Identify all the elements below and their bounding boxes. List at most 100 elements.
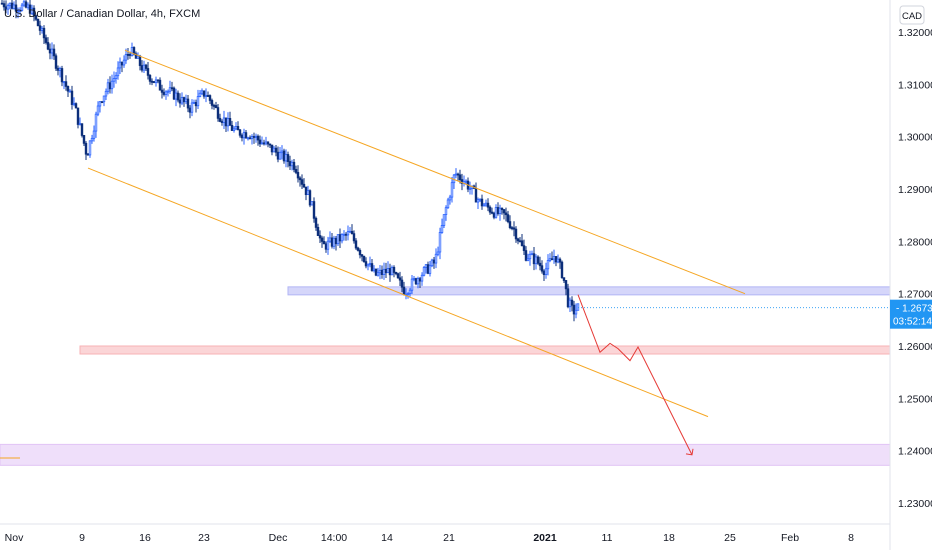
candle-body — [104, 90, 108, 97]
candle-body — [324, 243, 328, 250]
candle-body — [354, 240, 358, 249]
candle-body — [172, 87, 176, 100]
candle-body — [508, 221, 512, 229]
candle-body — [424, 264, 428, 268]
candle-body — [382, 268, 386, 275]
candle-body — [342, 233, 346, 236]
candle-body — [428, 265, 432, 274]
candle-body — [20, 4, 24, 11]
x-tick-label: 9 — [79, 532, 85, 544]
candle-body — [528, 253, 532, 260]
candle-body — [296, 172, 300, 179]
candle-body — [44, 37, 48, 43]
candle-body — [512, 227, 516, 230]
candle-body — [122, 59, 126, 66]
candle-body — [180, 97, 184, 104]
candle-body — [338, 234, 342, 242]
candle-body — [24, 1, 28, 8]
candle-body — [358, 250, 362, 256]
candle-body — [40, 27, 44, 31]
candle-body — [346, 231, 350, 236]
candle-body — [276, 151, 280, 160]
currency-button[interactable]: CAD — [902, 11, 922, 22]
x-tick-label: 21 — [443, 532, 455, 544]
candle-body — [552, 256, 556, 260]
candle-body — [270, 144, 274, 153]
y-tick-label: 1.32000 — [898, 27, 932, 39]
candle-body — [330, 237, 334, 247]
candle-body — [332, 237, 336, 247]
candle-body — [130, 47, 134, 56]
x-tick-label: 8 — [848, 532, 854, 544]
candle-body — [56, 67, 60, 71]
candle-body — [402, 286, 406, 295]
candle-body — [212, 104, 216, 107]
candle-body — [548, 258, 552, 261]
candle-body — [468, 188, 472, 190]
candle-body — [320, 237, 324, 242]
candle-body — [406, 293, 410, 296]
candle-body — [562, 277, 566, 281]
candle-body — [326, 240, 330, 250]
candle-body — [106, 82, 110, 92]
candle-body — [560, 261, 564, 279]
candle-body — [474, 187, 478, 203]
candle-body — [386, 268, 390, 274]
candle-body — [268, 143, 272, 146]
candle-body — [254, 135, 258, 138]
candle-body — [128, 54, 132, 56]
candle-body — [352, 233, 356, 242]
candle-body — [348, 230, 352, 233]
candle-body — [314, 217, 318, 228]
candle-body — [202, 90, 206, 97]
candle-body — [356, 247, 360, 251]
candle-body — [544, 268, 548, 276]
candle-body — [250, 136, 254, 139]
candle-body — [54, 55, 58, 69]
candle-body — [284, 154, 288, 162]
candle-body — [170, 87, 174, 90]
y-tick-label: 1.24000 — [898, 446, 932, 458]
candle-body — [192, 102, 196, 104]
candle-body — [454, 173, 458, 176]
candle-body — [62, 81, 66, 84]
y-tick-label: 1.30000 — [898, 132, 932, 144]
support-zone-lower — [0, 443, 891, 466]
candle-body — [168, 87, 172, 92]
candle-body — [36, 18, 40, 27]
candle-body — [82, 135, 86, 144]
candle-body — [328, 237, 332, 242]
candle-body — [0, 2, 4, 5]
candle-body — [396, 273, 400, 279]
candle-body — [248, 137, 252, 140]
candle-body — [66, 86, 70, 92]
candle-body — [414, 278, 418, 285]
candle-body — [80, 123, 84, 136]
candle-body — [52, 48, 56, 57]
x-tick-label: 11 — [602, 532, 613, 544]
candle-body — [186, 98, 190, 109]
candle-body — [4, 6, 8, 10]
candle-body — [514, 228, 518, 240]
candle-body — [274, 147, 278, 153]
candle-body — [42, 27, 46, 39]
candle-body — [532, 253, 536, 265]
candle-body — [76, 107, 80, 125]
candle-body — [102, 95, 106, 103]
candle-body — [228, 118, 232, 126]
candle-body — [334, 237, 338, 245]
candle-body — [266, 141, 270, 145]
candle-body — [160, 89, 164, 93]
candle-body — [540, 265, 544, 272]
candle-body — [242, 132, 246, 139]
candle-body — [22, 1, 26, 6]
candle-body — [522, 245, 526, 251]
candle-body — [390, 266, 394, 276]
candle-body — [476, 199, 480, 203]
candle-body — [6, 5, 10, 10]
candle-body — [340, 234, 344, 242]
candle-body — [576, 303, 580, 311]
candle-body — [220, 121, 224, 123]
